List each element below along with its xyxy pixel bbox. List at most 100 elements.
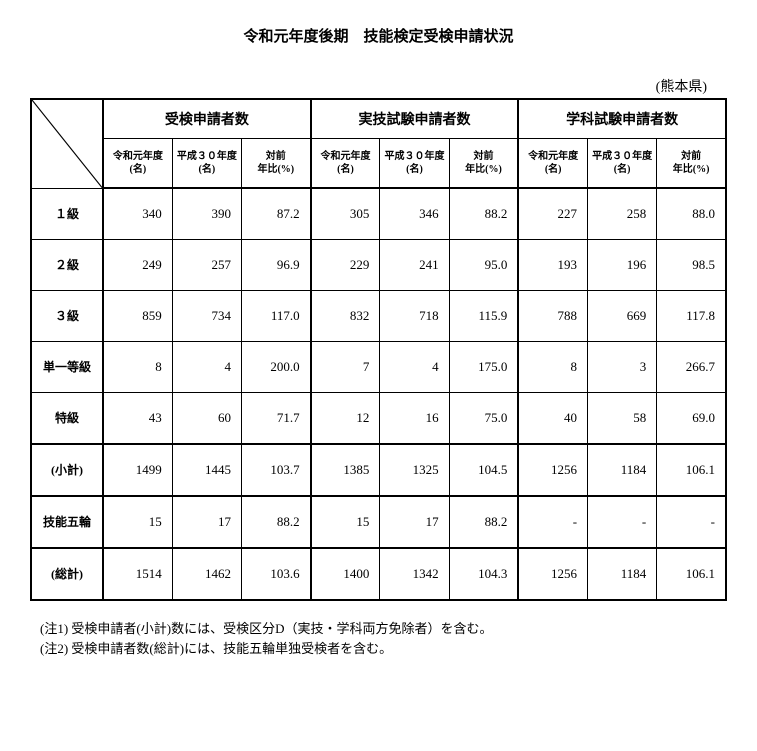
data-cell: 340	[103, 188, 172, 239]
data-cell: 88.2	[449, 496, 518, 548]
subheader: 対前年比(%)	[657, 139, 726, 189]
data-cell: 15	[103, 496, 172, 548]
data-cell: 266.7	[657, 341, 726, 392]
data-cell: 249	[103, 239, 172, 290]
data-cell: 1514	[103, 548, 172, 600]
row-label: 技能五輪	[31, 496, 103, 548]
table-row: 特級436071.7121675.0405869.0	[31, 392, 726, 444]
row-label: 単一等級	[31, 341, 103, 392]
data-cell: 71.7	[241, 392, 310, 444]
data-cell: 69.0	[657, 392, 726, 444]
data-cell: 832	[311, 290, 380, 341]
diagonal-line-icon	[32, 100, 102, 188]
data-cell: 117.0	[241, 290, 310, 341]
note-1: (注1) 受検申請者(小計)数には、受検区分D（実技・学科両方免除者）を含む。	[40, 619, 727, 640]
subheader: 平成３０年度(名)	[588, 139, 657, 189]
data-cell: 15	[311, 496, 380, 548]
data-cell: 88.2	[449, 188, 518, 239]
corner-cell	[31, 99, 103, 188]
data-cell: -	[588, 496, 657, 548]
notes-section: (注1) 受検申請者(小計)数には、受検区分D（実技・学科両方免除者）を含む。 …	[30, 619, 727, 661]
row-label: １級	[31, 188, 103, 239]
row-label: ２級	[31, 239, 103, 290]
row-label: 特級	[31, 392, 103, 444]
data-cell: 7	[311, 341, 380, 392]
data-cell: 1499	[103, 444, 172, 496]
page-title: 令和元年度後期 技能検定受検申請状況	[30, 25, 727, 46]
table-row: 単一等級84200.074175.083266.7	[31, 341, 726, 392]
note-2: (注2) 受検申請者数(総計)には、技能五輪単独受検者を含む。	[40, 639, 727, 660]
subheader: 令和元年度(名)	[518, 139, 587, 189]
data-cell: 17	[172, 496, 241, 548]
data-cell: 43	[103, 392, 172, 444]
table-body: １級34039087.230534688.222725888.0２級249257…	[31, 188, 726, 600]
table-row: ２級24925796.922924195.019319698.5	[31, 239, 726, 290]
data-cell: 241	[380, 239, 449, 290]
data-cell: 175.0	[449, 341, 518, 392]
data-cell: 1184	[588, 444, 657, 496]
data-cell: 8	[103, 341, 172, 392]
table-row: 技能五輪151788.2151788.2---	[31, 496, 726, 548]
data-cell: 1256	[518, 444, 587, 496]
data-cell: 3	[588, 341, 657, 392]
data-cell: 40	[518, 392, 587, 444]
data-cell: 98.5	[657, 239, 726, 290]
data-cell: 1385	[311, 444, 380, 496]
table-row: (小計)14991445103.713851325104.51256118410…	[31, 444, 726, 496]
data-cell: 669	[588, 290, 657, 341]
data-cell: 229	[311, 239, 380, 290]
data-cell: 788	[518, 290, 587, 341]
table-row: １級34039087.230534688.222725888.0	[31, 188, 726, 239]
subheader: 令和元年度(名)	[311, 139, 380, 189]
data-cell: 1400	[311, 548, 380, 600]
data-cell: 193	[518, 239, 587, 290]
data-cell: 12	[311, 392, 380, 444]
data-cell: 106.1	[657, 444, 726, 496]
data-cell: 60	[172, 392, 241, 444]
data-cell: 58	[588, 392, 657, 444]
data-cell: 305	[311, 188, 380, 239]
row-label: (総計)	[31, 548, 103, 600]
data-cell: 103.7	[241, 444, 310, 496]
group-header-3: 学科試験申請者数	[518, 99, 726, 139]
data-cell: 258	[588, 188, 657, 239]
subheader: 対前年比(%)	[241, 139, 310, 189]
subheader: 平成３０年度(名)	[172, 139, 241, 189]
subheader: 令和元年度(名)	[103, 139, 172, 189]
data-cell: 227	[518, 188, 587, 239]
data-cell: 106.1	[657, 548, 726, 600]
data-cell: 104.5	[449, 444, 518, 496]
data-cell: 196	[588, 239, 657, 290]
subheader: 対前年比(%)	[449, 139, 518, 189]
data-cell: 1445	[172, 444, 241, 496]
data-cell: 346	[380, 188, 449, 239]
data-table: 受検申請者数 実技試験申請者数 学科試験申請者数 令和元年度(名) 平成３０年度…	[30, 98, 727, 601]
data-cell: 103.6	[241, 548, 310, 600]
data-cell: 859	[103, 290, 172, 341]
data-cell: 75.0	[449, 392, 518, 444]
table-row: (総計)15141462103.614001342104.31256118410…	[31, 548, 726, 600]
data-cell: 4	[172, 341, 241, 392]
table-row: ３級859734117.0832718115.9788669117.8	[31, 290, 726, 341]
data-cell: 1184	[588, 548, 657, 600]
data-cell: -	[657, 496, 726, 548]
data-cell: 16	[380, 392, 449, 444]
data-cell: -	[518, 496, 587, 548]
data-cell: 734	[172, 290, 241, 341]
data-cell: 200.0	[241, 341, 310, 392]
data-cell: 257	[172, 239, 241, 290]
data-cell: 88.2	[241, 496, 310, 548]
data-cell: 4	[380, 341, 449, 392]
row-label: ３級	[31, 290, 103, 341]
data-cell: 718	[380, 290, 449, 341]
data-cell: 95.0	[449, 239, 518, 290]
data-cell: 96.9	[241, 239, 310, 290]
data-cell: 104.3	[449, 548, 518, 600]
group-header-2: 実技試験申請者数	[311, 99, 519, 139]
group-header-1: 受検申請者数	[103, 99, 311, 139]
data-cell: 88.0	[657, 188, 726, 239]
region-label: (熊本県)	[30, 76, 727, 96]
row-label: (小計)	[31, 444, 103, 496]
data-cell: 1342	[380, 548, 449, 600]
data-cell: 8	[518, 341, 587, 392]
